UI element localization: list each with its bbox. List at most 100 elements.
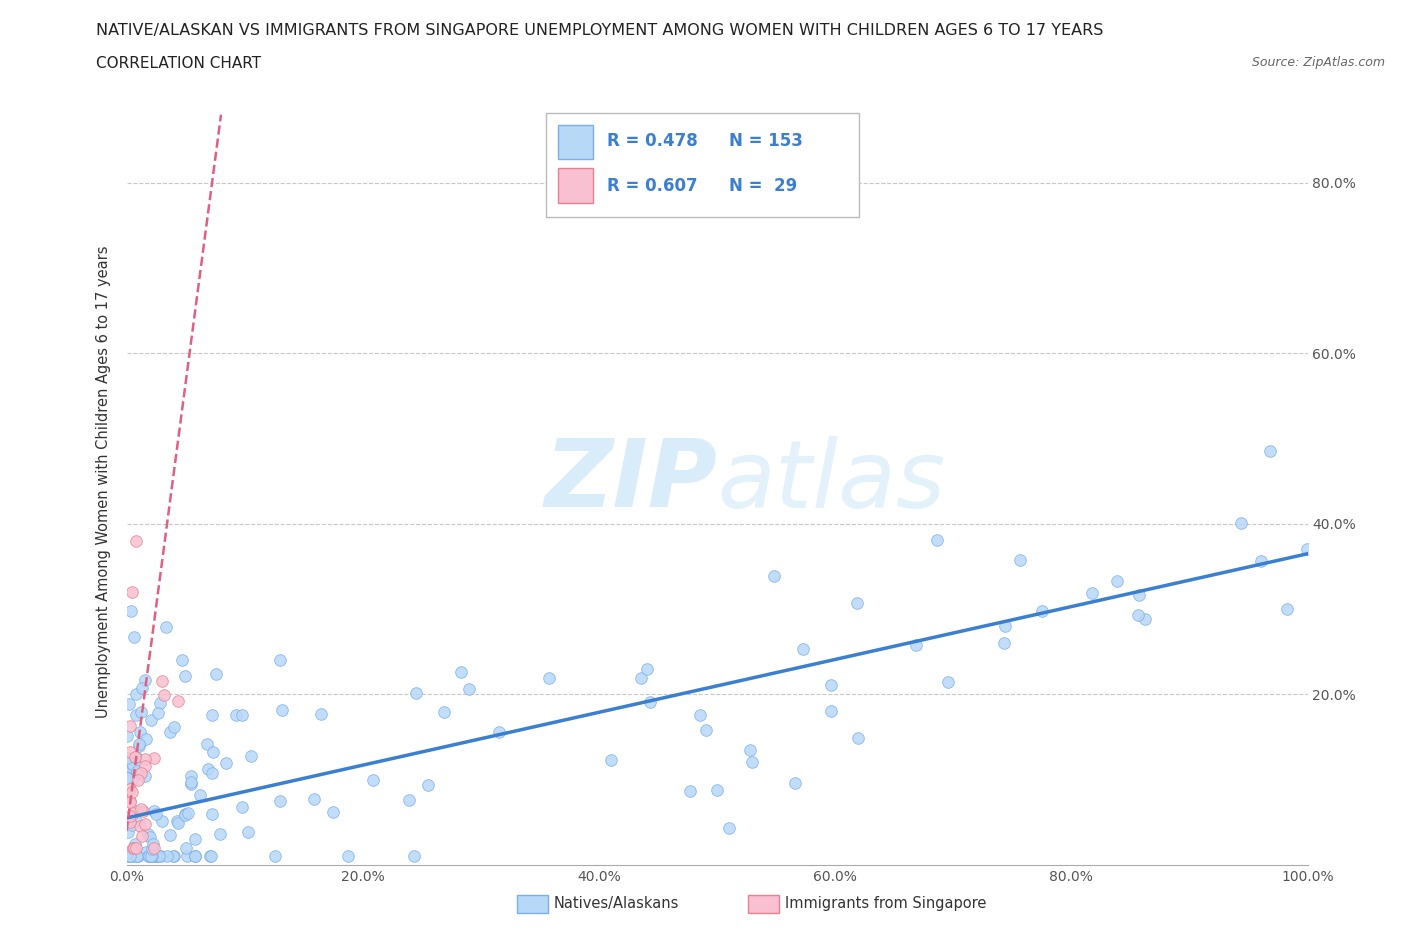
- Point: [134, 768, 156, 783]
- Point: [125, 708, 148, 723]
- Point: [1080, 586, 1102, 601]
- Point: [122, 771, 145, 786]
- Text: R = 0.607: R = 0.607: [607, 177, 697, 195]
- Point: [402, 849, 425, 864]
- Text: NATIVE/ALASKAN VS IMMIGRANTS FROM SINGAPORE UNEMPLOYMENT AMONG WOMEN WITH CHILDR: NATIVE/ALASKAN VS IMMIGRANTS FROM SINGAP…: [96, 23, 1102, 38]
- Point: [322, 804, 344, 819]
- Point: [450, 664, 472, 679]
- Point: [134, 751, 156, 766]
- Point: [679, 784, 702, 799]
- Point: [124, 814, 146, 829]
- Point: [636, 661, 658, 676]
- Point: [121, 757, 143, 772]
- Point: [304, 791, 326, 806]
- Point: [115, 770, 138, 785]
- Point: [118, 849, 141, 864]
- Point: [121, 849, 143, 864]
- Point: [740, 742, 762, 757]
- Point: [146, 849, 169, 864]
- Point: [309, 706, 332, 721]
- Text: CORRELATION CHART: CORRELATION CHART: [96, 56, 260, 71]
- Point: [630, 671, 652, 685]
- Point: [1133, 612, 1156, 627]
- Point: [120, 604, 142, 618]
- Point: [134, 758, 156, 773]
- Point: [200, 849, 222, 864]
- Point: [240, 749, 263, 764]
- Point: [180, 776, 202, 790]
- Point: [139, 712, 162, 727]
- Point: [925, 533, 948, 548]
- Point: [184, 832, 207, 847]
- Point: [405, 686, 427, 701]
- Point: [1010, 552, 1032, 567]
- Point: [141, 849, 163, 864]
- Text: Immigrants from Singapore: Immigrants from Singapore: [785, 897, 986, 911]
- Point: [121, 784, 143, 799]
- Point: [145, 806, 167, 821]
- Point: [139, 849, 162, 864]
- Point: [184, 849, 207, 864]
- Point: [689, 708, 711, 723]
- Point: [134, 672, 156, 687]
- Point: [149, 696, 172, 711]
- FancyBboxPatch shape: [558, 168, 593, 203]
- Point: [143, 841, 166, 856]
- Point: [117, 844, 139, 859]
- Point: [846, 730, 869, 745]
- Point: [488, 724, 510, 739]
- Point: [122, 630, 145, 644]
- Point: [145, 849, 167, 864]
- Point: [167, 694, 190, 709]
- Point: [125, 750, 148, 764]
- Point: [115, 751, 138, 765]
- Point: [792, 642, 814, 657]
- Point: [783, 776, 806, 790]
- Point: [994, 618, 1017, 633]
- Point: [152, 687, 174, 702]
- Point: [184, 849, 207, 864]
- Point: [418, 777, 440, 792]
- Point: [176, 849, 198, 864]
- Point: [120, 795, 142, 810]
- Point: [120, 755, 142, 770]
- Point: [146, 706, 169, 721]
- Point: [141, 842, 163, 857]
- Point: [537, 671, 560, 685]
- Point: [120, 718, 142, 733]
- Point: [120, 781, 142, 796]
- Text: Source: ZipAtlas.com: Source: ZipAtlas.com: [1251, 56, 1385, 69]
- Point: [125, 849, 148, 864]
- Point: [936, 674, 959, 689]
- Point: [115, 849, 138, 864]
- Point: [398, 792, 420, 807]
- Point: [118, 849, 141, 864]
- Point: [174, 807, 197, 822]
- Point: [120, 808, 142, 823]
- Point: [433, 705, 456, 720]
- Point: [121, 585, 143, 600]
- Text: ZIP: ZIP: [544, 435, 717, 527]
- Point: [231, 708, 253, 723]
- Text: atlas: atlas: [717, 436, 945, 526]
- Point: [124, 837, 146, 852]
- Point: [121, 841, 143, 856]
- Point: [1031, 604, 1053, 618]
- Point: [184, 849, 207, 864]
- Point: [201, 806, 224, 821]
- Point: [125, 804, 148, 818]
- Point: [820, 677, 842, 692]
- Point: [163, 720, 186, 735]
- Point: [718, 821, 741, 836]
- Point: [155, 620, 177, 635]
- Point: [136, 826, 159, 841]
- Point: [1107, 574, 1129, 589]
- Point: [1128, 588, 1150, 603]
- Point: [141, 849, 163, 864]
- Point: [457, 682, 479, 697]
- Point: [159, 724, 181, 739]
- Point: [146, 849, 169, 864]
- Point: [172, 653, 194, 668]
- Point: [139, 830, 162, 844]
- Point: [174, 840, 197, 855]
